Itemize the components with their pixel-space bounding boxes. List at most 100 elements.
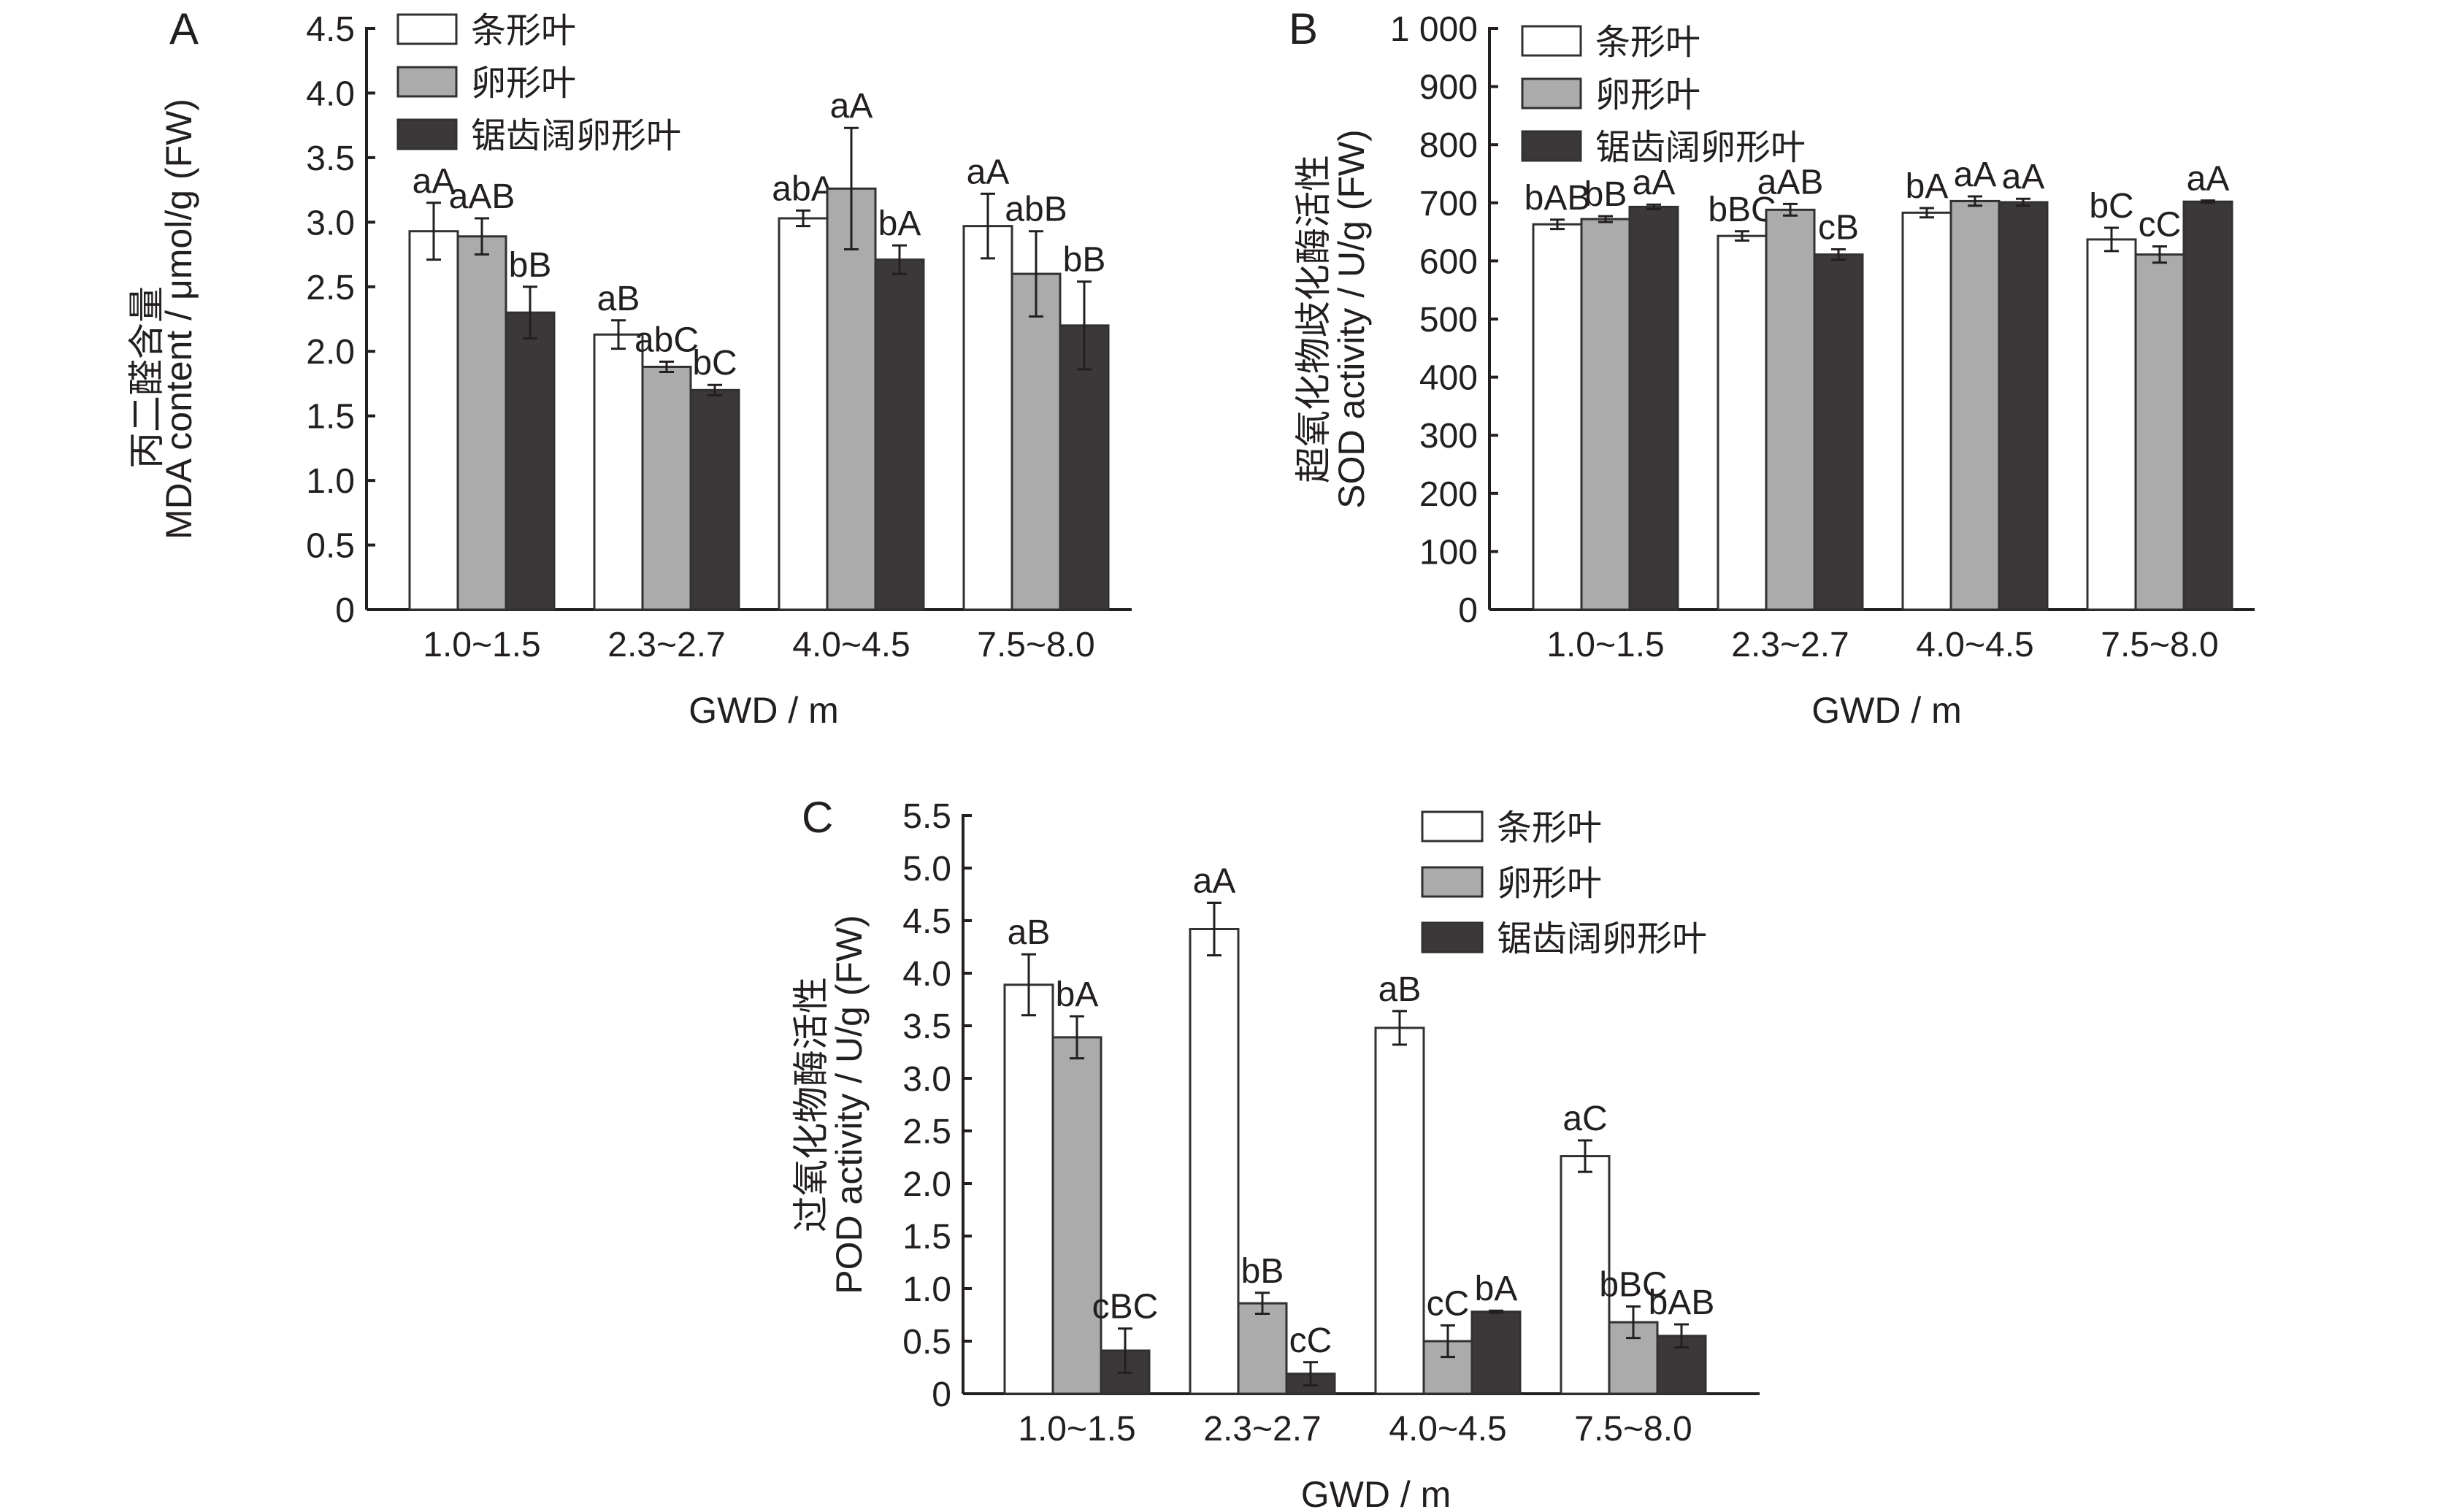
y-tick-label: 600 [1419, 242, 1478, 281]
y-tick-label: 1.5 [902, 1218, 951, 1256]
legend-swatch [1521, 25, 1582, 57]
significance-label: aA [830, 87, 873, 126]
legend-label: 卵形叶 [1595, 74, 1700, 115]
significance-label: abA [772, 169, 834, 208]
bar [1374, 1026, 1425, 1395]
bar [1059, 324, 1110, 611]
significance-label: bA [1475, 1270, 1518, 1308]
significance-label: bB [1063, 241, 1106, 280]
significance-label: bA [1906, 167, 1949, 206]
bar [593, 333, 644, 611]
panel-letter-a: A [169, 4, 199, 53]
y-tick-label: 1.0 [902, 1270, 951, 1309]
bar [641, 365, 692, 611]
significance-label: aAB [1757, 163, 1824, 202]
significance-label: cBC [1092, 1288, 1159, 1327]
bar [1051, 1036, 1102, 1395]
bar [2182, 200, 2233, 611]
significance-label: aA [2002, 158, 2045, 196]
significance-label: bA [878, 204, 921, 243]
legend-label: 条形叶 [1497, 807, 1602, 848]
panel-letter-b: B [1289, 4, 1318, 53]
y-tick-label: 0 [932, 1375, 951, 1414]
x-axis-title: GWD / m [1301, 1474, 1451, 1512]
bar [2086, 238, 2137, 611]
y-tick-label: 1 000 [1390, 10, 1478, 49]
significance-label: cC [1427, 1284, 1470, 1323]
legend-swatch [1421, 810, 1484, 843]
y-tick-label: 0.5 [306, 527, 355, 566]
x-tick-label: 2.3~2.7 [1731, 626, 1849, 664]
legend-label: 卵形叶 [471, 63, 576, 104]
significance-label: cC [1289, 1321, 1332, 1360]
bar [1470, 1310, 1522, 1395]
panel-a-mda-chart: A 00.51.01.52.02.53.03.54.04.5aAaABbB1.0… [126, 4, 1132, 731]
significance-label: bB [1584, 175, 1627, 214]
significance-label: bB [509, 246, 552, 285]
significance-label: cB [1818, 208, 1859, 247]
bar [1998, 201, 2049, 611]
legend-swatch [1421, 866, 1484, 898]
legend-swatch [1421, 921, 1484, 953]
significance-label: bAB [1649, 1283, 1715, 1322]
significance-label: bBC [1708, 191, 1776, 229]
x-tick-label: 2.3~2.7 [607, 626, 725, 664]
significance-label: abB [1005, 191, 1067, 229]
significance-label: bBC [1599, 1265, 1667, 1304]
y-tick-label: 3.5 [306, 139, 355, 178]
bar [962, 225, 1013, 611]
significance-label: aAB [449, 177, 515, 216]
significance-label: aB [1008, 913, 1051, 952]
significance-label: aB [597, 280, 640, 318]
x-axis-title: GWD / m [1811, 690, 1962, 731]
significance-label: cC [2139, 206, 2182, 245]
y-tick-label: 4.0 [902, 955, 951, 994]
bar [1813, 253, 1864, 611]
legend-label: 锯齿阔卵形叶 [1595, 127, 1806, 168]
significance-label: aA [1954, 156, 1997, 194]
y-axis-title: SOD activity / U/g (FW) [1331, 129, 1372, 508]
y-tick-label: 2.0 [306, 333, 355, 372]
bar [1003, 983, 1054, 1395]
legend-label: 锯齿阔卵形叶 [471, 115, 681, 156]
y-tick-label: 200 [1419, 475, 1478, 514]
y-tick-label: 4.5 [306, 10, 355, 49]
legend-label: 条形叶 [1595, 22, 1700, 63]
significance-label: bA [1056, 975, 1099, 1014]
legend-label: 卵形叶 [1497, 863, 1602, 904]
significance-label: aA [1193, 862, 1236, 901]
y-tick-label: 900 [1419, 69, 1478, 107]
x-tick-label: 1.0~1.5 [1018, 1410, 1135, 1448]
legend-swatch [396, 13, 458, 45]
y-axis-title: MDA content / μmol/g (FW) [158, 99, 199, 540]
y-tick-label: 400 [1419, 359, 1478, 398]
bar [408, 230, 459, 611]
y-tick-label: 0 [1458, 591, 1478, 630]
y-axis-title-cn: 超氧化物歧化酶活性 [1292, 155, 1335, 483]
bar [456, 235, 507, 611]
y-tick-label: 0.5 [902, 1323, 951, 1362]
y-axis-title-cn: 过氧化物酶活性 [790, 977, 832, 1232]
significance-label: bB [1241, 1252, 1284, 1291]
bar [1628, 205, 1679, 611]
x-tick-label: 4.0~4.5 [792, 626, 910, 664]
legend-label: 条形叶 [471, 10, 576, 51]
y-tick-label: 100 [1419, 533, 1478, 572]
bar [1580, 218, 1631, 611]
bar [689, 388, 740, 611]
y-tick-label: 4.0 [306, 74, 355, 113]
bar [1010, 272, 1062, 611]
y-tick-label: 5.0 [902, 850, 951, 889]
bar [1717, 234, 1768, 611]
significance-label: aA [967, 153, 1010, 191]
x-tick-label: 2.3~2.7 [1203, 1410, 1321, 1448]
bar [2134, 253, 2185, 611]
y-tick-label: 5.5 [902, 797, 951, 836]
bar [874, 258, 925, 611]
x-tick-label: 7.5~8.0 [977, 626, 1094, 664]
bar [1901, 211, 1952, 611]
significance-label: aA [2187, 160, 2230, 199]
bar [826, 187, 877, 611]
significance-label: bAB [1525, 179, 1591, 218]
